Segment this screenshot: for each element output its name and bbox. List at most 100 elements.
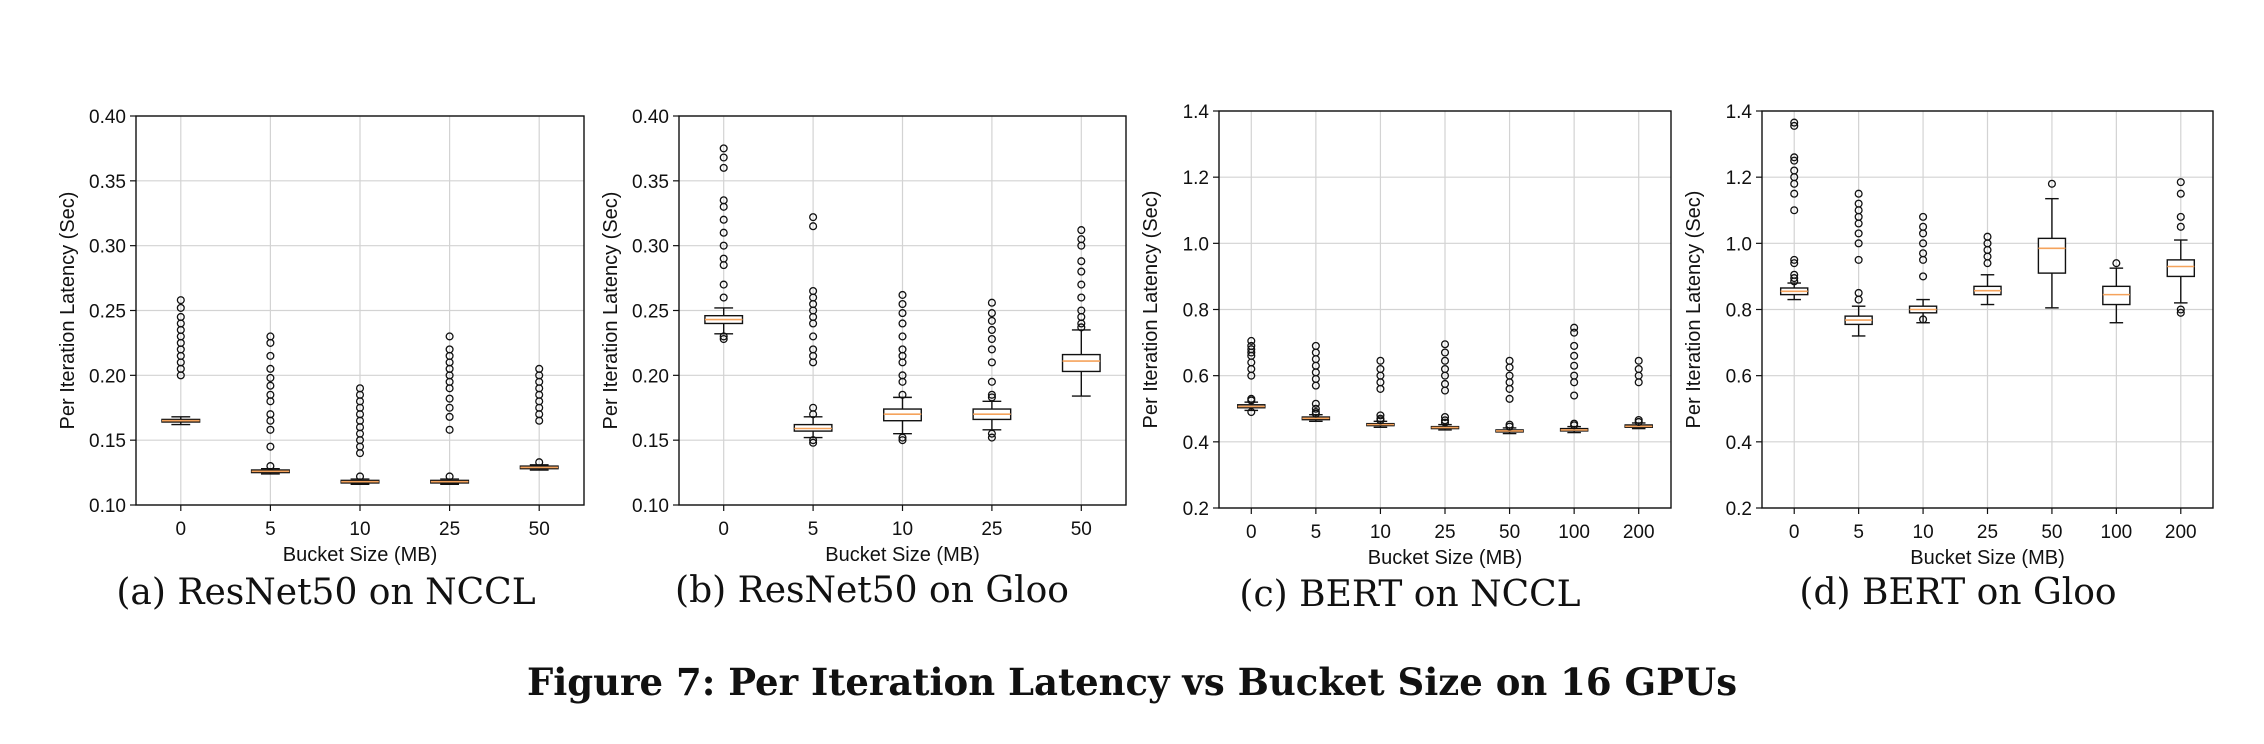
outlier-point	[445, 394, 454, 403]
figure-caption: Figure 7: Per Iteration Latency vs Bucke…	[526, 660, 1738, 704]
outlier-point	[266, 390, 275, 399]
outlier-point	[1440, 379, 1450, 388]
chart-panel-2: 0.2 0.4 0.6 0.8 1.0 1.2 1.4 0 5 10 25 50 100 200 Bucke…	[1140, 102, 1672, 569]
outlier-point	[445, 472, 454, 481]
y-tick-label: 0.6	[1726, 367, 1752, 388]
y-tick-label: 0.30	[89, 237, 126, 258]
outlier-point	[2176, 189, 2185, 198]
x-tick-label: 10	[1913, 522, 1934, 543]
outlier-point	[987, 433, 996, 442]
chart-panel-0: 0.10 0.15 0.20 0.25 0.30 0.35 0.40 0 5 10 25 50 Buck…	[57, 107, 585, 566]
outlier-point	[1919, 212, 1928, 221]
outlier-point	[1247, 336, 1256, 345]
y-axis-label: Per Iteration Latency (Sec)	[57, 192, 79, 430]
outlier-point	[2176, 212, 2185, 221]
outlier-point	[1505, 394, 1514, 403]
y-tick-label: 0.15	[632, 431, 669, 452]
outlier-point	[719, 196, 728, 205]
outlier-point	[1634, 356, 1643, 365]
outlier-point	[1505, 420, 1514, 429]
outlier-point	[266, 364, 275, 373]
outlier-point	[809, 213, 818, 222]
box-10	[883, 290, 922, 445]
box-50	[1495, 356, 1524, 435]
plot-frame	[1218, 110, 1672, 509]
outlier-point	[1790, 259, 1799, 268]
x-tick-label: 25	[439, 519, 460, 540]
y-tick-label: 0.10	[89, 496, 126, 517]
y-tick-label: 0.8	[1183, 301, 1209, 322]
outlier-point	[1919, 239, 1928, 248]
outlier-point	[1311, 341, 1320, 350]
x-tick-label: 50	[1071, 519, 1092, 540]
outlier-point	[1311, 408, 1320, 417]
outlier-point	[1919, 272, 1928, 281]
outlier-point	[445, 345, 454, 354]
x-tick-label: 5	[1311, 522, 1322, 543]
outlier-point	[1854, 189, 1863, 198]
box-iqr	[1061, 353, 1101, 373]
subcaption-d: (d) BERT on Gloo	[1799, 572, 2117, 613]
outlier-point	[1570, 351, 1579, 360]
x-tick-label: 0	[176, 519, 187, 540]
outlier-point	[987, 358, 996, 367]
outlier-point	[266, 442, 275, 451]
outlier-point	[266, 373, 275, 382]
y-tick-label: 1.0	[1726, 234, 1752, 255]
outlier-point	[1376, 364, 1385, 374]
y-axis-label: Per Iteration Latency (Sec)	[1683, 191, 1705, 429]
outlier-point	[1570, 371, 1579, 380]
outlier-point	[1440, 340, 1450, 349]
outlier-point	[1790, 274, 1799, 283]
box-200	[2166, 178, 2196, 317]
outlier-point	[1570, 419, 1579, 428]
outlier-point	[1077, 235, 1086, 244]
x-axis-label: Bucket Size (MB)	[1910, 547, 2064, 569]
outlier-point	[987, 393, 996, 402]
y-tick-label: 0.6	[1183, 367, 1209, 388]
outlier-point	[809, 286, 818, 296]
y-tick-label: 1.2	[1183, 168, 1209, 189]
box-100	[2102, 259, 2131, 324]
outlier-point	[176, 296, 185, 305]
outlier-point	[1247, 408, 1256, 417]
plot-frame	[1761, 110, 2214, 509]
outlier-point	[719, 144, 728, 153]
y-tick-label: 0.25	[89, 302, 126, 323]
x-tick-label: 10	[892, 519, 913, 540]
x-tick-label: 5	[808, 519, 819, 540]
box-50	[1061, 226, 1101, 397]
x-tick-label: 100	[1558, 522, 1590, 543]
outlier-point	[809, 345, 818, 354]
chart-panel-1: 0.10 0.15 0.20 0.25 0.30 0.35 0.40 0 5 10 25 50 Buck…	[600, 107, 1127, 566]
x-tick-label: 25	[981, 519, 1002, 540]
subcaption-c: (c) BERT on NCCL	[1239, 574, 1581, 615]
outlier-point	[809, 438, 818, 447]
outlier-point	[719, 334, 728, 344]
subcaption-a: (a) ResNet50 on NCCL	[116, 572, 536, 613]
outlier-point	[719, 241, 728, 250]
outlier-point	[1077, 280, 1086, 289]
outlier-point	[176, 303, 185, 312]
outlier-point	[987, 377, 996, 386]
outlier-point	[1570, 323, 1579, 332]
outlier-point	[987, 316, 996, 325]
outlier-point	[987, 345, 996, 354]
outlier-point	[987, 334, 996, 344]
outlier-point	[535, 364, 544, 373]
outlier-point	[1505, 356, 1514, 365]
y-tick-label: 0.35	[632, 172, 669, 193]
subcaption-b: (b) ResNet50 on Gloo	[675, 570, 1069, 611]
outlier-point	[266, 462, 275, 471]
x-tick-label: 0	[718, 519, 729, 540]
outlier-point	[1440, 356, 1450, 365]
outlier-point	[266, 425, 275, 434]
y-axis-label: Per Iteration Latency (Sec)	[1140, 191, 1162, 429]
outlier-point	[535, 458, 544, 467]
outlier-point	[266, 381, 275, 390]
outlier-point	[1247, 341, 1256, 350]
outlier-point	[1440, 418, 1450, 427]
outlier-point	[355, 384, 365, 393]
outlier-point	[355, 472, 365, 481]
